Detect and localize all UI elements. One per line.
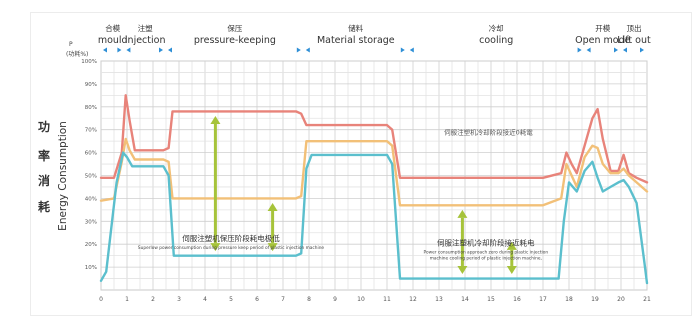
y-axis-label-cn: 耗 — [38, 199, 50, 214]
phase-boundary-arrow-left — [126, 47, 131, 53]
phase-boundary-arrow-right — [400, 47, 405, 53]
x-tick-label: 2 — [151, 296, 155, 303]
phase-boundary-arrow-right — [159, 47, 163, 53]
y-axis-label-cn: 率 — [38, 148, 50, 163]
y-tick-label: 30% — [85, 219, 97, 225]
y-tick-label: 10% — [85, 265, 97, 271]
double-arrow-head-down — [210, 243, 221, 252]
series-line-2 — [99, 137, 649, 207]
annotation-subtitle: machine cooling period of plastic inject… — [430, 255, 542, 261]
phase-label-en: injection — [125, 35, 166, 46]
y-tick-label: 20% — [85, 242, 97, 248]
annotation-title: 伺服注塑机保压阶段耗电极低 — [182, 233, 280, 243]
y-tick-label: 100% — [81, 59, 97, 65]
x-tick-label: 18 — [565, 296, 573, 303]
x-tick-label: 4 — [203, 296, 207, 303]
phase-label-en: mould — [98, 35, 128, 46]
series-line-1 — [99, 94, 649, 184]
y-axis-label-cn: 功 — [38, 119, 50, 134]
x-tick-label: 21 — [643, 296, 651, 303]
x-tick-label: 20 — [617, 296, 625, 303]
y-tick-label: 70% — [85, 128, 97, 134]
series-line-3 — [99, 151, 649, 285]
y-unit-sublabel: (功耗%) — [66, 50, 88, 58]
phase-label-en: pressure-keeping — [194, 35, 276, 46]
x-tick-label: 3 — [177, 296, 181, 303]
phase-label-en: cooling — [479, 35, 513, 46]
phase-label-cn: 冷却 — [489, 23, 504, 33]
y-tick-label: 80% — [85, 105, 97, 111]
double-arrow-head-up — [267, 202, 278, 211]
annotation-note: 伺服注塑机冷却阶段接近0耗電 — [444, 127, 533, 136]
phase-boundary-arrow-right — [577, 47, 582, 53]
phase-label-cn: 保压 — [227, 24, 242, 33]
x-tick-label: 7 — [281, 296, 285, 303]
y-unit-label: P — [69, 41, 73, 48]
phase-boundary-arrow-left — [586, 47, 591, 53]
phase-boundary-arrow-left — [168, 47, 172, 53]
phase-label-en: Lift out — [617, 35, 651, 46]
phase-boundary-arrow-right — [640, 47, 644, 53]
phase-boundary-arrow-left — [305, 47, 310, 53]
x-tick-label: 16 — [513, 296, 521, 303]
y-tick-label: 60% — [85, 151, 97, 157]
x-tick-label: 9 — [333, 296, 337, 303]
phase-label-cn: 储料 — [348, 23, 363, 33]
annotation-subtitle: Superlow power consumption during pressu… — [138, 245, 324, 251]
double-arrow-head-down — [506, 265, 517, 274]
annotation-title: 伺服注塑机冷却阶段接近耗电 — [437, 237, 535, 247]
double-arrow-head-down — [457, 265, 468, 274]
phase-label-cn: 顶出 — [627, 23, 642, 33]
x-tick-label: 11 — [383, 296, 391, 303]
phase-label-en: Material storage — [317, 35, 395, 46]
x-tick-label: 0 — [99, 296, 103, 303]
x-tick-label: 6 — [255, 296, 259, 303]
x-tick-label: 10 — [357, 296, 365, 303]
x-tick-label: 15 — [487, 296, 495, 303]
phase-boundary-arrow-right — [117, 47, 122, 53]
y-axis-label-cn: 消 — [38, 173, 50, 188]
double-arrow-head-up — [457, 209, 468, 218]
x-tick-label: 1 — [125, 296, 129, 303]
x-tick-label: 17 — [539, 296, 547, 303]
phase-label-cn: 开模 — [595, 23, 610, 33]
phase-boundary-arrow-left — [103, 47, 107, 53]
y-tick-label: 90% — [85, 82, 97, 88]
phase-label-cn: 注塑 — [138, 23, 153, 33]
phase-label-en: Open mode — [575, 35, 630, 46]
y-tick-label: 40% — [85, 196, 97, 202]
double-arrow-head-up — [506, 241, 517, 250]
x-tick-label: 14 — [461, 296, 469, 303]
phase-boundary-arrow-left — [409, 47, 414, 53]
phase-label-cn: 合模 — [105, 23, 120, 33]
y-tick-label: 50% — [85, 174, 97, 180]
phase-boundary-arrow-right — [296, 47, 301, 53]
x-tick-label: 8 — [307, 296, 311, 303]
x-tick-label: 19 — [591, 296, 599, 303]
phase-boundary-arrow-left — [623, 47, 627, 53]
y-axis-label-en: Energy Consumption — [57, 121, 69, 231]
double-arrow-head-down — [267, 243, 278, 252]
x-tick-label: 13 — [435, 296, 443, 303]
annotation-subtitle: Power consumption approach zero during p… — [424, 249, 549, 255]
x-tick-label: 12 — [409, 296, 417, 303]
x-tick-label: 5 — [229, 296, 233, 303]
double-arrow-head-up — [210, 115, 221, 124]
phase-boundary-arrow-right — [614, 47, 618, 53]
